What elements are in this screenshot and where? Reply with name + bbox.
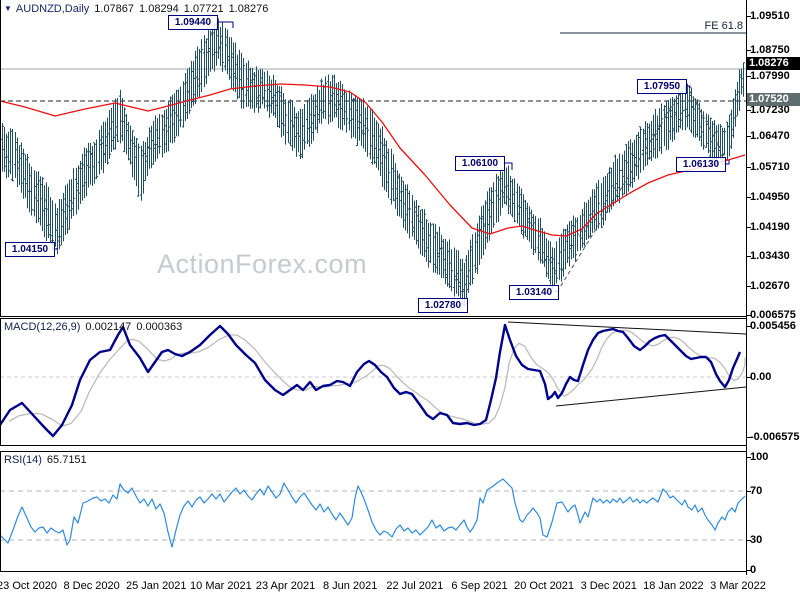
symbol-dropdown-icon[interactable]: ▼ (4, 4, 12, 13)
price-level-label: 1.02780 (418, 298, 468, 313)
price-level-label: 1.07950 (637, 79, 687, 94)
price-axis-tick: 1.07230 (750, 104, 790, 116)
date-axis-label: 8 Dec 2020 (63, 580, 120, 592)
rsi-axis-tick: 70 (750, 485, 763, 497)
macd-axis-tick: 0.00 (750, 371, 772, 383)
price-axis-tick: 1.06470 (750, 130, 790, 142)
price-axis-tick: 1.04950 (750, 191, 790, 203)
macd-info-bar: MACD(12,26,9) 0.002147 0.000363 (4, 321, 182, 333)
rsi-axis-tick: 100 (750, 451, 769, 463)
price-level-label: 1.03140 (509, 285, 559, 300)
rsi-title: RSI(14) (4, 454, 42, 466)
fibonacci-extension-label: FE 61.8 (704, 20, 743, 32)
date-axis-label: 6 Sep 2021 (451, 580, 508, 592)
date-axis-label: 18 Jan 2022 (643, 580, 704, 592)
rsi-info-bar: RSI(14) 65.7151 (4, 454, 87, 466)
price-axis-tick: 1.09510 (750, 10, 790, 22)
date-axis-label: 20 Oct 2021 (514, 580, 575, 592)
date-axis-label: 3 Mar 2022 (710, 580, 766, 592)
date-axis-label: 22 Jul 2021 (386, 580, 444, 592)
date-axis-label: 8 Jun 2021 (322, 580, 378, 592)
price-axis-tick: 1.07990 (750, 70, 790, 82)
price-axis-tick: 1.03430 (750, 250, 790, 262)
ohlc-high: 1.08294 (139, 3, 179, 15)
rsi-axis-tick: 0 (750, 564, 757, 576)
rsi-value: 65.7151 (46, 454, 87, 466)
ohlc-open: 1.07867 (94, 3, 135, 15)
current-price-tag: 1.08276 (747, 57, 800, 70)
ohlc-low: 1.07721 (183, 3, 224, 15)
macd-axis-tick: 0.005456 (750, 320, 796, 332)
macd-axis-tick: -0.006575 (750, 431, 800, 443)
price-axis-tick: 1.08750 (750, 44, 790, 56)
macd-signal-value: 0.000363 (136, 321, 183, 333)
macd-value: 0.002147 (85, 321, 132, 333)
price-level-label: 1.06130 (676, 157, 726, 172)
price-level-label: 1.06100 (455, 156, 505, 171)
rsi-axis-tick: 30 (750, 534, 763, 546)
macd-axis-tick: 0.006575 (750, 309, 796, 321)
date-axis-label: 25 Jan 2021 (125, 580, 187, 592)
date-axis-label: 10 Mar 2021 (190, 580, 252, 592)
date-axis-label: 3 Dec 2021 (580, 580, 637, 592)
price-axis-tick: 1.04190 (750, 221, 790, 233)
date-axis-label: 23 Apr 2021 (255, 580, 316, 592)
price-axis-tick: 1.05710 (750, 161, 790, 173)
price-axis-tick: 1.02670 (750, 280, 790, 292)
date-axis-label: 23 Oct 2020 (0, 580, 57, 592)
ohlc-close: 1.08276 (228, 3, 269, 15)
current-price-tag: 1.07520 (747, 93, 800, 106)
price-level-label: 1.09440 (168, 15, 218, 30)
macd-title: MACD(12,26,9) (4, 321, 81, 333)
symbol-info-bar: ▼ AUDNZD,Daily 1.07867 1.08294 1.07721 1.0827… (4, 3, 268, 15)
symbol-timeframe-label: AUDNZD,Daily (15, 3, 90, 15)
actionforex-watermark: ActionForex.com (157, 249, 368, 279)
price-level-label: 1.04150 (5, 242, 55, 257)
